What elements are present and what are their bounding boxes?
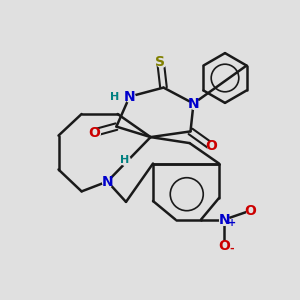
Text: H: H xyxy=(110,92,119,102)
Text: O: O xyxy=(218,239,230,253)
Text: N: N xyxy=(102,175,113,188)
Text: S: S xyxy=(155,55,166,68)
Text: N: N xyxy=(188,97,199,110)
Text: H: H xyxy=(120,154,129,165)
Text: N: N xyxy=(219,213,230,226)
Text: +: + xyxy=(228,218,237,228)
Text: O: O xyxy=(244,204,256,218)
Text: N: N xyxy=(124,90,135,104)
Text: O: O xyxy=(206,140,218,153)
Text: O: O xyxy=(88,126,101,140)
Text: -: - xyxy=(229,244,234,254)
